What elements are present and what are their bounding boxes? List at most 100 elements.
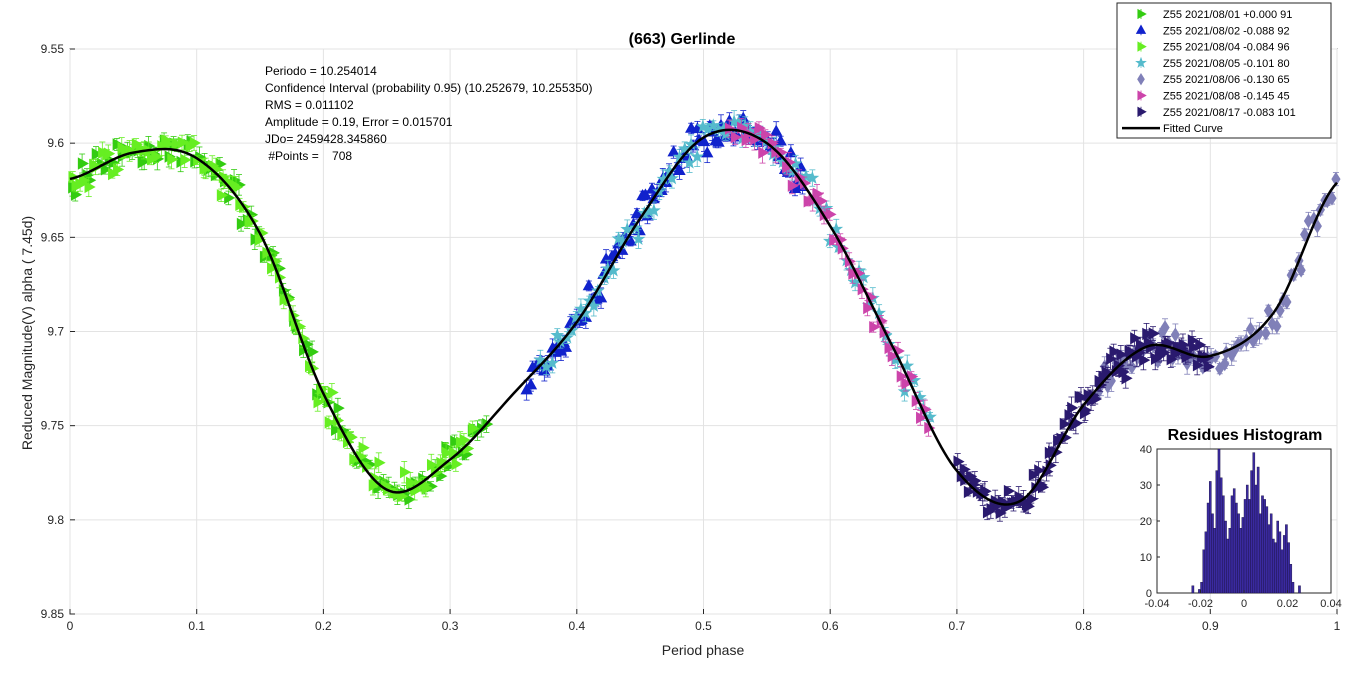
- data-point: [1272, 318, 1282, 334]
- histogram-bar: [1254, 484, 1258, 594]
- data-point: [953, 455, 965, 468]
- histogram-bar: [1245, 484, 1249, 594]
- data-point: [216, 189, 228, 202]
- data-point: [451, 457, 463, 471]
- data-point: [690, 149, 705, 163]
- legend-item: Z55 2021/08/08 -0.145 45: [1137, 90, 1290, 103]
- histogram-bar: [1280, 549, 1284, 594]
- data-point: [816, 194, 828, 208]
- data-point: [959, 463, 971, 476]
- histogram-bar: [1269, 513, 1273, 594]
- data-point: [900, 358, 915, 372]
- data-point: [825, 208, 837, 221]
- legend-label: Z55 2021/08/01 +0.000 91: [1163, 9, 1292, 21]
- data-point: [358, 441, 370, 454]
- histogram-bars: [1191, 448, 1301, 594]
- histogram-bar: [1248, 499, 1251, 594]
- histogram-bar: [1224, 520, 1227, 594]
- data-point: [533, 352, 548, 366]
- data-point: [980, 485, 992, 498]
- data-point: [594, 291, 608, 303]
- data-point: [91, 147, 103, 161]
- histogram-bar: [1228, 528, 1232, 594]
- fitted-curve: [69, 128, 1338, 506]
- data-point: [177, 136, 189, 149]
- data-point: [560, 330, 575, 344]
- histogram-x-tick-label: -0.02: [1188, 598, 1213, 610]
- histogram-bar: [1217, 448, 1221, 594]
- data-point: [970, 474, 982, 487]
- data-point: [545, 355, 560, 369]
- data-point: [1067, 401, 1079, 415]
- data-point: [441, 446, 453, 460]
- stat-points: #Points = 708: [265, 149, 352, 163]
- data-point: [307, 345, 319, 359]
- legend: Z55 2021/08/01 +0.000 91 Z55 2021/08/02 -…: [1116, 2, 1332, 139]
- legend-label: Z55 2021/08/06 -0.130 65: [1163, 74, 1290, 86]
- stat-confidence-interval: Confidence Interval (probability 0.95) (…: [265, 81, 593, 95]
- legend-item: Z55 2021/08/06 -0.130 65: [1137, 73, 1290, 86]
- histogram-bar: [1235, 502, 1238, 594]
- legend-label: Z55 2021/08/04 -0.084 96: [1163, 42, 1290, 54]
- data-point: [887, 350, 899, 363]
- legend-label: Z55 2021/08/02 -0.088 92: [1163, 25, 1290, 37]
- stat-jdo: JDo= 2459428.345860: [265, 132, 387, 146]
- data-point: [712, 135, 725, 147]
- data-point: [421, 481, 433, 495]
- histogram-bar: [1278, 531, 1282, 594]
- x-tick-label: 0.4: [568, 619, 585, 633]
- data-point: [1121, 372, 1133, 385]
- histogram-bar: [1267, 524, 1271, 594]
- legend-marker: [1137, 106, 1147, 117]
- histogram-bar: [1213, 528, 1216, 594]
- data-point: [113, 163, 125, 176]
- histogram-bar: [1204, 531, 1208, 594]
- x-tick-label: 0.7: [949, 619, 966, 633]
- data-point: [1109, 345, 1121, 358]
- data-point: [701, 146, 714, 158]
- data-point: [374, 456, 386, 469]
- histogram-bar: [1226, 538, 1229, 594]
- y-tick-label: 9.75: [41, 419, 65, 433]
- histogram-bar: [1206, 502, 1210, 594]
- data-point: [582, 279, 596, 291]
- data-point: [1203, 360, 1215, 373]
- histogram-y-tick-label: 40: [1140, 444, 1152, 456]
- legend-item-fit: Fitted Curve: [1122, 123, 1223, 135]
- data-point: [1003, 484, 1015, 498]
- data-point: [667, 145, 680, 157]
- histogram-y-tick-label: 20: [1140, 516, 1152, 528]
- data-point: [761, 128, 773, 141]
- data-point: [1160, 320, 1170, 335]
- x-tick-label: 1: [1334, 619, 1341, 633]
- histogram-bar: [1287, 542, 1290, 594]
- legend-marker: [1137, 73, 1145, 86]
- data-point: [231, 181, 243, 194]
- data-point: [1282, 294, 1292, 310]
- legend-item: Z55 2021/08/17 -0.083 101: [1137, 106, 1296, 119]
- data-point: [171, 137, 183, 151]
- histogram-y-ticks: 0 10 20 30 40: [1140, 444, 1160, 600]
- data-point: [774, 134, 787, 146]
- data-point: [770, 124, 783, 136]
- data-point: [236, 217, 248, 231]
- x-tick-label: 0.2: [315, 619, 332, 633]
- data-point: [784, 146, 798, 158]
- histogram-bar: [1291, 582, 1295, 594]
- data-point: [327, 386, 339, 399]
- data-point: [397, 490, 409, 503]
- y-axis-label: Reduced Magnitude(V) alpha ( 7.45d): [19, 216, 35, 450]
- y-tick-label: 9.8: [47, 513, 64, 527]
- data-point: [324, 416, 336, 429]
- x-tick-label: 0.1: [188, 619, 205, 633]
- x-tick-label: 0.6: [822, 619, 839, 633]
- data-point: [869, 320, 881, 334]
- data-point: [805, 170, 820, 184]
- histogram-x-tick-label: 0: [1241, 598, 1247, 610]
- data-point: [1170, 327, 1180, 343]
- histogram-bar: [1285, 524, 1288, 594]
- data-point: [450, 435, 462, 448]
- histogram-bar: [1215, 470, 1219, 594]
- stat-amplitude: Amplitude = 0.19, Error = 0.015701: [265, 115, 453, 129]
- data-point: [1130, 332, 1142, 345]
